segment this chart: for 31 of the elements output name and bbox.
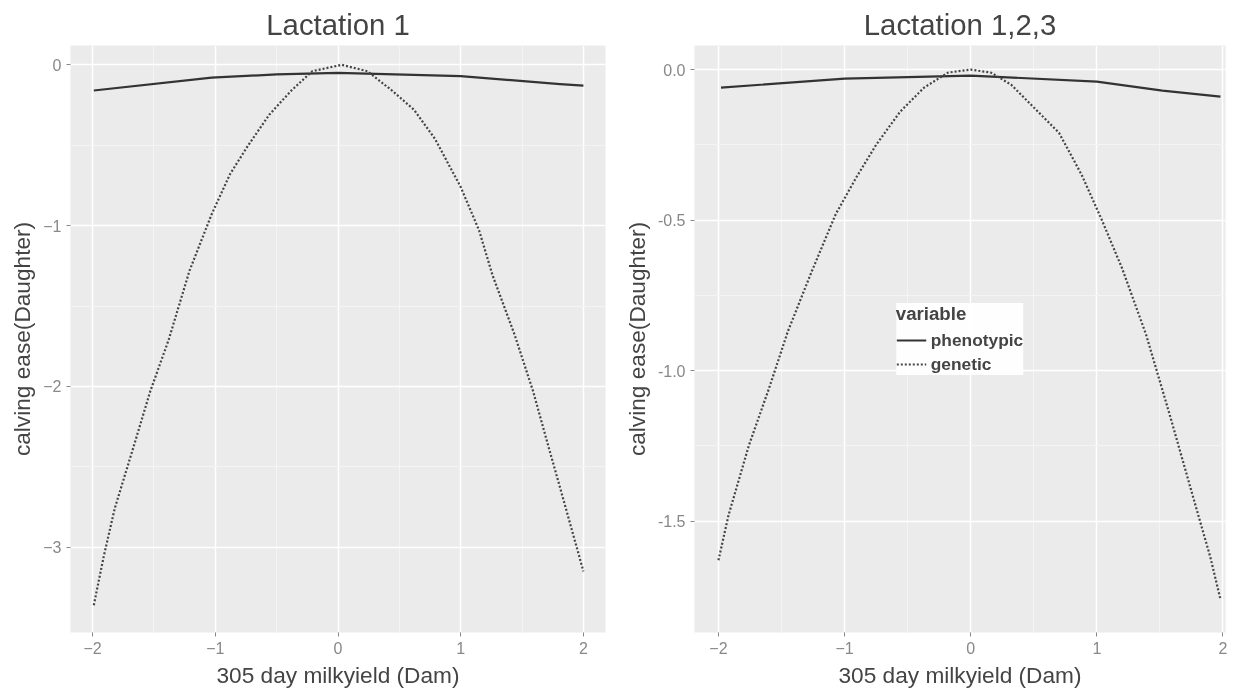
y-tick-label: −3 [43,539,62,557]
legend-title: variable [895,302,968,325]
x-axis-title: 305 day milkyield (Dam) [216,661,460,688]
x-tick-label: 1 [1092,639,1102,657]
y-tick-label: -1.0 [657,362,686,380]
x-tick-label: 0 [333,639,343,657]
x-tick-label: −1 [835,639,854,657]
line-series [92,63,585,607]
x-tick-label: −2 [709,639,728,657]
x-axis-title: 305 day milkyield (Dam) [838,661,1082,688]
x-tick-label: −1 [206,639,225,657]
y-tick-label: −1 [43,217,62,235]
y-axis-title: calving ease(Daughter) [9,221,36,457]
x-tick-label: 1 [456,639,466,657]
x-tick-label: 2 [1218,639,1228,657]
x-tick-label: 0 [966,639,976,657]
x-tick-label: −2 [83,639,102,657]
legend-label: phenotypic [930,329,1024,351]
chart-title: Lactation 1,2,3 [863,7,1057,41]
line-series [717,68,1222,601]
y-tick-label: −2 [43,378,62,396]
line-series [719,74,1222,98]
y-tick-label: -1.5 [657,513,686,531]
y-tick-label: 0.0 [663,61,686,79]
chart-title: Lactation 1 [266,7,410,41]
legend-label: genetic [930,353,992,375]
line-series [92,71,585,92]
x-tick-label: 2 [578,639,588,657]
y-tick-label: 0 [52,56,62,74]
y-axis-title: calving ease(Daughter) [623,221,650,457]
y-tick-label: -0.5 [657,212,686,230]
